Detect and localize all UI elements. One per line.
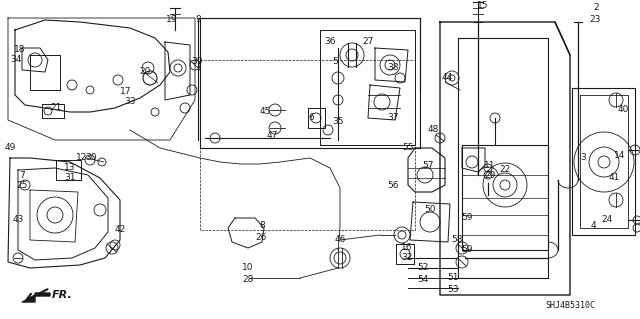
Text: 10: 10 [243,263,253,272]
Text: 22: 22 [499,166,511,174]
Text: 56: 56 [387,182,399,190]
Text: 46: 46 [334,235,346,244]
Text: 40: 40 [618,106,628,115]
Polygon shape [22,293,50,302]
Text: 44: 44 [442,73,452,83]
Text: 42: 42 [115,226,125,234]
Text: 3: 3 [580,153,586,162]
Text: 29: 29 [484,172,496,181]
Text: 58: 58 [451,235,463,244]
Text: 51: 51 [447,273,459,283]
Text: 30: 30 [85,153,97,162]
Text: 49: 49 [4,144,16,152]
Text: 15: 15 [477,1,489,10]
Text: SHJ4B5310C: SHJ4B5310C [545,300,595,309]
Text: 8: 8 [259,220,265,229]
Text: 32: 32 [401,254,413,263]
Text: 21: 21 [51,103,61,113]
Text: 7: 7 [19,172,25,181]
Text: 12: 12 [76,153,88,162]
Text: 31: 31 [64,174,76,182]
Text: 39: 39 [191,57,203,66]
Text: FR.: FR. [52,290,73,300]
Text: 5: 5 [332,57,338,66]
Text: 50: 50 [424,205,436,214]
Text: 34: 34 [10,56,22,64]
Text: 35: 35 [332,117,344,127]
Text: 25: 25 [16,182,28,190]
Text: 38: 38 [387,63,399,72]
Text: 14: 14 [614,152,626,160]
Text: 20: 20 [140,68,150,77]
Text: 52: 52 [417,263,429,272]
Text: 55: 55 [403,144,413,152]
Text: 13: 13 [64,164,76,173]
Text: 59: 59 [461,246,473,255]
Text: 2: 2 [593,4,599,12]
Text: 11: 11 [484,161,496,170]
Text: 18: 18 [14,46,26,55]
Text: 23: 23 [589,16,601,25]
Text: 33: 33 [124,98,136,107]
Text: 36: 36 [324,38,336,47]
Text: 16: 16 [401,243,413,253]
Text: 45: 45 [259,108,271,116]
Text: 53: 53 [447,286,459,294]
Text: 26: 26 [255,233,267,241]
Text: 6: 6 [308,114,314,122]
Text: 19: 19 [166,16,178,25]
Text: 9: 9 [195,16,201,25]
Text: 47: 47 [266,131,278,140]
Text: 57: 57 [422,161,434,170]
Text: 4: 4 [590,221,596,231]
Text: 41: 41 [608,174,620,182]
Text: 54: 54 [417,276,429,285]
Text: 28: 28 [243,276,253,285]
Text: 48: 48 [428,125,438,135]
Text: 24: 24 [602,216,612,225]
Text: 27: 27 [362,38,374,47]
Text: 37: 37 [387,114,399,122]
Text: 43: 43 [12,216,24,225]
Text: 17: 17 [120,87,132,97]
Text: 59: 59 [461,213,473,222]
